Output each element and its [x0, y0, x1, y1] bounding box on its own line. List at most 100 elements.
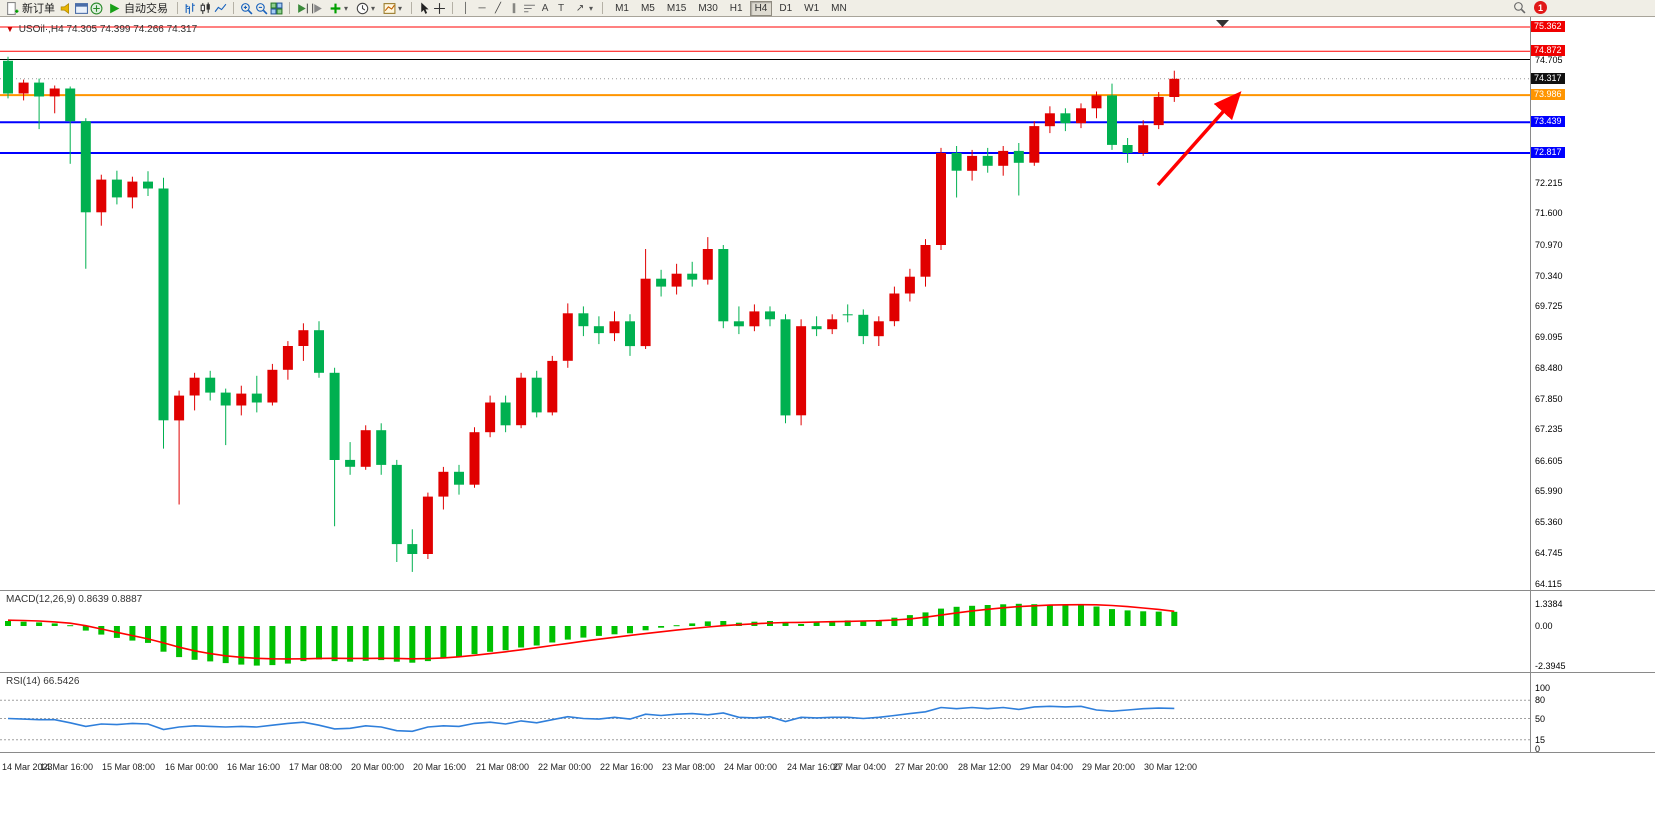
line-chart-icon[interactable] [214, 2, 227, 15]
rsi-panel[interactable] [0, 672, 1530, 753]
price-label: 74.705 [1535, 55, 1563, 65]
rsi-line [7, 705, 1175, 733]
notification-badge[interactable]: 1 [1534, 1, 1547, 14]
toolbar-separator [452, 2, 454, 14]
macd-axis-label: 0.00 [1535, 621, 1553, 631]
clock-icon [356, 2, 369, 14]
macd-axis-label: 1.3384 [1535, 599, 1563, 609]
rsi-axis-label: 80 [1535, 695, 1546, 705]
new-order-button[interactable]: 新订单 [3, 1, 58, 16]
price-label: 65.360 [1535, 517, 1563, 527]
chevron-down-icon: ▾ [398, 3, 403, 13]
price-badge: 74.317 [1531, 73, 1565, 84]
chevron-down-icon: ▾ [589, 3, 594, 13]
toolbar-separator [602, 2, 604, 14]
price-label: 71.600 [1535, 208, 1563, 218]
tile-windows-icon[interactable] [270, 2, 283, 15]
chevron-down-icon: ▾ [371, 3, 376, 13]
fibonacci-tool-icon[interactable] [523, 2, 536, 15]
price-badge: 72.817 [1531, 147, 1565, 158]
alerts-horn-icon[interactable] [60, 2, 73, 15]
timeframe-h1-button[interactable]: H1 [729, 2, 743, 14]
cursor-icon[interactable] [418, 2, 431, 15]
indicators-button[interactable]: ▾ [326, 1, 351, 16]
macd-panel[interactable] [0, 590, 1530, 673]
time-label: 24 Mar 00:00 [724, 762, 778, 772]
price-label: 64.115 [1535, 579, 1562, 589]
rsi-indicator-label: RSI(14) 66.5426 [6, 676, 80, 687]
chart-shift-icon[interactable] [311, 2, 324, 15]
timeframe-d1-button[interactable]: D1 [779, 2, 793, 14]
auto-trading-label: 自动交易 [124, 3, 168, 15]
timeframe-group: M1 M5 M15 M30 H1 H4 D1 W1 MN [609, 0, 853, 16]
text-tool-icon[interactable]: A [541, 2, 549, 14]
time-label: 14 Mar 16:00 [40, 762, 94, 772]
candles [3, 56, 1180, 572]
arrow-tool-icon: ↗ [575, 2, 585, 14]
zoom-in-icon[interactable] [240, 2, 253, 15]
price-axis[interactable]: 74.705 72.215 71.600 70.970 70.340 69.725 69.0… [1530, 17, 1655, 590]
macd-axis-label: -2.3945 [1535, 661, 1566, 671]
price-badge: 73.986 [1531, 89, 1565, 100]
auto-trading-button[interactable]: 自动交易 [105, 1, 171, 16]
scroll-position-marker [1216, 20, 1229, 27]
price-label: 65.990 [1535, 486, 1563, 496]
timeframe-h4-button[interactable]: H4 [749, 0, 773, 16]
timeframe-w1-button[interactable]: W1 [804, 2, 820, 14]
templates-button[interactable]: ▾ [380, 1, 405, 16]
price-badge: 75.362 [1531, 21, 1565, 32]
chart-symbol-period: USOil·,H4 [18, 24, 64, 35]
time-label: 20 Mar 00:00 [351, 762, 405, 772]
vertical-line-tool-icon[interactable]: │ [462, 2, 470, 14]
label-tool-icon[interactable]: T [557, 2, 565, 14]
chart-title: ▼ USOil·,H4 74.305 74.399 74.266 74.317 [6, 24, 197, 35]
price-label: 67.850 [1535, 394, 1563, 404]
time-label: 24 Mar 16:00 [787, 762, 841, 772]
time-label: 22 Mar 00:00 [538, 762, 592, 772]
rsi-axis-label: 15 [1535, 735, 1546, 745]
navigator-icon[interactable] [90, 2, 103, 15]
periods-button[interactable]: ▾ [353, 1, 378, 16]
macd-indicator-label: MACD(12,26,9) 0.8639 0.8887 [6, 594, 143, 605]
time-axis[interactable]: 14 Mar 2023 14 Mar 16:00 15 Mar 08:00 16 Ma… [0, 752, 1655, 825]
arrow-annotation[interactable] [1156, 91, 1242, 187]
time-label: 16 Mar 00:00 [165, 762, 219, 772]
price-label: 70.970 [1535, 240, 1563, 250]
candlestick-chart-icon[interactable] [199, 2, 212, 15]
bar-chart-icon[interactable] [184, 2, 197, 15]
auto-trading-play-icon [110, 3, 120, 13]
toolbar-separator [177, 2, 178, 14]
arrows-tool-button[interactable]: ↗ ▾ [570, 1, 596, 16]
market-watch-icon[interactable] [75, 2, 88, 15]
price-badge: 73.439 [1531, 116, 1565, 127]
timeframe-m1-button[interactable]: M1 [615, 2, 629, 14]
toolbar-separator [411, 2, 413, 14]
toolbar-separator [233, 2, 234, 14]
price-badge: 74.872 [1531, 45, 1565, 56]
main-toolbar: 新订单 自动交易 ▾ ▾ ▾ │ ─ ╱ ∥ A T ↗ ▾ M1 M5 M15 M30… [0, 0, 1655, 17]
time-label: 23 Mar 08:00 [662, 762, 716, 772]
price-label: 67.235 [1535, 424, 1563, 434]
rsi-axis-label: 50 [1535, 714, 1546, 724]
timeframe-mn-button[interactable]: MN [831, 2, 847, 14]
price-label: 64.745 [1535, 548, 1563, 558]
horizontal-line-tool-icon[interactable]: ─ [478, 2, 486, 14]
rsi-axis-label: 100 [1535, 683, 1551, 693]
auto-scroll-icon[interactable] [296, 2, 309, 15]
time-label: 16 Mar 16:00 [227, 762, 281, 772]
trendline-tool-icon[interactable]: ╱ [495, 2, 502, 14]
channel-tool-icon[interactable]: ∥ [511, 2, 517, 14]
search-icon[interactable] [1513, 1, 1526, 14]
macd-axis: 1.3384 0.00 -2.3945 [1530, 590, 1655, 672]
candlestick-chart[interactable] [0, 17, 1530, 590]
timeframe-m5-button[interactable]: M5 [640, 2, 655, 14]
add-indicator-icon [330, 3, 341, 13]
timeframe-m30-button[interactable]: M30 [698, 2, 718, 14]
crosshair-icon[interactable] [433, 2, 446, 15]
symbol-dropdown-icon[interactable]: ▼ [6, 25, 14, 34]
timeframe-m15-button[interactable]: M15 [666, 2, 687, 14]
template-icon [383, 2, 396, 14]
time-label: 28 Mar 12:00 [958, 762, 1012, 772]
price-label: 68.480 [1535, 363, 1563, 373]
zoom-out-icon[interactable] [255, 2, 268, 15]
